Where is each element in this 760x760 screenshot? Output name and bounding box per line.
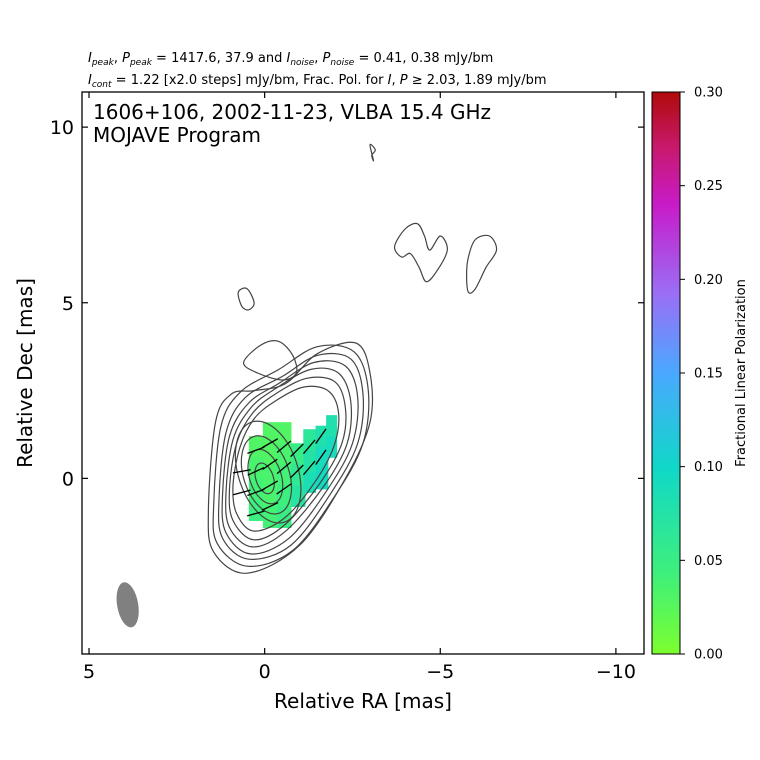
x-tick-label: 5: [83, 661, 95, 683]
plot-area: [116, 143, 498, 628]
polarization-cell: [326, 436, 338, 458]
evpa-tick: [315, 449, 327, 466]
axis-ticks: 5 0 −5 −10 0 5 10: [50, 92, 644, 683]
intensity-contour: [212, 344, 370, 567]
core-contour: [234, 420, 302, 524]
polarization-cell: [276, 464, 292, 486]
evpa-tick: [261, 438, 279, 449]
source-annotation: 1606+106, 2002-11-23, VLBA 15.4 GHz: [93, 100, 491, 124]
colorbar-tick-label: 0.30: [694, 86, 723, 101]
polarization-cell: [262, 485, 278, 507]
plot-frame: [81, 91, 645, 655]
x-tick-label: 0: [259, 661, 271, 683]
evpa-tick: [276, 440, 292, 454]
contour-layer: [207, 143, 498, 574]
polarization-cell: [326, 415, 338, 437]
header-line-1: Ipeak, Ppeak = 1417.6, 37.9 and Inoise, …: [88, 51, 493, 68]
beam-ellipse: [116, 582, 139, 628]
island-contour: [393, 222, 448, 283]
evpa-tick: [261, 502, 279, 511]
evpa-layer: [232, 428, 327, 517]
island-contour: [243, 340, 298, 381]
polarization-cell: [276, 443, 292, 465]
evpa-tick: [247, 510, 265, 517]
polarization-cell: [303, 471, 317, 493]
polarization-cell: [303, 429, 317, 451]
colorbar-tick-label: 0.20: [694, 273, 723, 288]
intensity-contour: [232, 385, 340, 532]
x-axis-label: Relative RA [mas]: [274, 689, 452, 713]
y-tick-label: 5: [62, 293, 74, 315]
polarization-cell: [290, 485, 306, 507]
evpa-tick: [315, 428, 327, 444]
colorbar-tick-label: 0.25: [694, 179, 723, 194]
y-axis-label: Relative Dec [mas]: [13, 278, 37, 468]
polarization-cell: [290, 464, 306, 486]
polarization-cell: [303, 450, 317, 472]
y-tick-label: 0: [62, 468, 74, 490]
intensity-contour: [225, 367, 353, 548]
colorbar: [652, 92, 680, 654]
evpa-tick: [247, 466, 265, 476]
beam-layer: [116, 582, 139, 628]
evpa-tick: [261, 480, 279, 491]
evpa-tick: [290, 443, 304, 458]
evpa-tick: [290, 464, 304, 479]
x-tick-label: −10: [596, 661, 636, 683]
island-contour: [237, 287, 255, 311]
colorbar-tick-label: 0.00: [694, 648, 723, 663]
program-annotation: MOJAVE Program: [93, 123, 261, 147]
island-contour: [369, 143, 376, 162]
core-contour: [254, 462, 275, 495]
polarization-cell: [248, 478, 264, 500]
colorbar-tick-label: 0.15: [694, 367, 723, 382]
evpa-tick: [276, 483, 292, 495]
island-contour: [465, 234, 498, 294]
polarization-cell: [276, 422, 292, 444]
intensity-contour: [228, 376, 347, 541]
colorbar-tick-label: 0.05: [694, 554, 723, 569]
evpa-tick: [302, 439, 316, 455]
intensity-contour: [221, 360, 359, 555]
core-contour: [240, 435, 293, 515]
colorbar-label: Fractional Linear Polarization: [734, 279, 749, 467]
header-line-2: Icont = 1.22 [x2.0 steps] mJy/bm, Frac. …: [88, 73, 547, 90]
polarization-cell: [290, 443, 306, 465]
evpa-tick: [247, 488, 265, 497]
evpa-tick: [247, 446, 265, 454]
evpa-tick: [232, 489, 251, 496]
y-tick-label: 10: [50, 117, 74, 139]
evpa-tick: [302, 460, 316, 476]
colorbar-tick-label: 0.10: [694, 460, 723, 475]
evpa-tick: [276, 461, 292, 475]
x-tick-label: −5: [426, 661, 454, 683]
intensity-contour: [207, 341, 374, 574]
intensity-contour: [217, 352, 365, 560]
colorbar-ticks: 0.00 0.05 0.10 0.15 0.20 0.25 0.30: [680, 86, 723, 663]
evpa-tick: [232, 469, 251, 474]
evpa-tick: [262, 458, 278, 471]
